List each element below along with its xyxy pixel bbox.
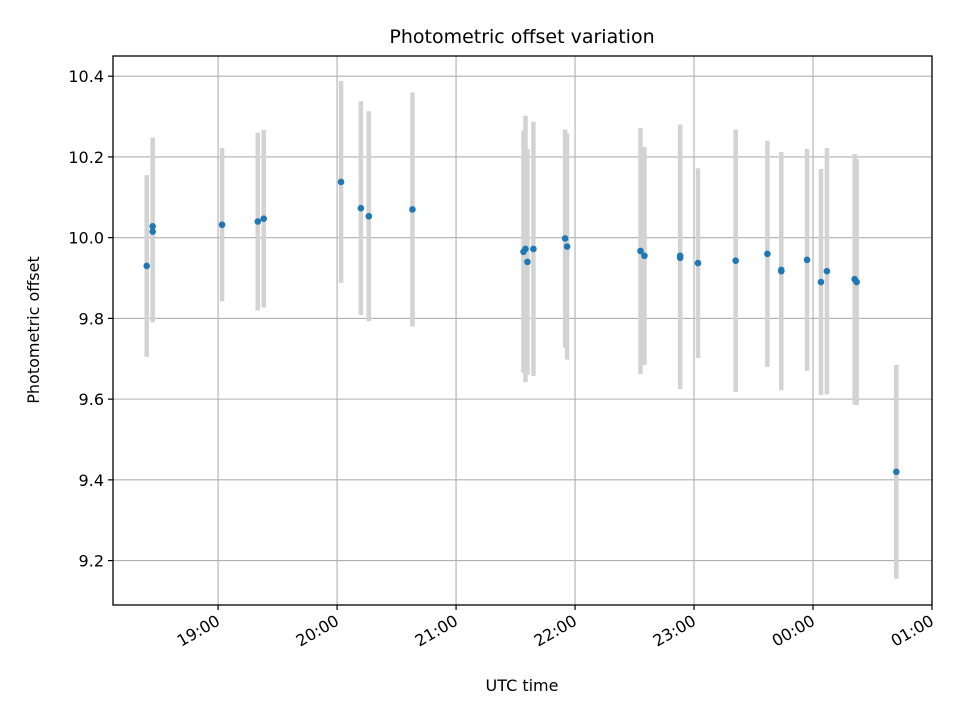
data-point xyxy=(522,245,529,253)
data-point xyxy=(694,259,702,267)
data-point xyxy=(803,256,811,264)
data-point xyxy=(409,206,416,213)
data-point xyxy=(357,204,365,212)
data-point xyxy=(637,247,644,255)
data-point xyxy=(365,212,373,220)
y-tick-label: 9.8 xyxy=(79,309,104,328)
data-point xyxy=(149,223,156,230)
y-tick-label: 9.2 xyxy=(79,552,104,571)
data-point xyxy=(260,215,268,222)
data-point xyxy=(218,221,226,229)
data-point xyxy=(676,254,684,262)
data-point xyxy=(143,262,151,270)
data-point xyxy=(764,250,771,258)
data-points xyxy=(143,178,900,476)
plot-frame xyxy=(112,55,933,606)
data-point xyxy=(853,278,860,286)
data-point xyxy=(561,235,569,242)
data-point xyxy=(893,468,900,476)
data-point xyxy=(524,258,531,266)
y-axis-label: Photometric offset xyxy=(24,256,43,404)
data-point xyxy=(817,278,825,286)
x-axis-label: UTC time xyxy=(486,676,559,695)
data-point xyxy=(823,267,831,275)
y-tick-label: 9.4 xyxy=(79,471,104,490)
data-point xyxy=(149,228,156,235)
y-tick-label: 10.2 xyxy=(68,148,104,167)
y-tick-label: 9.6 xyxy=(79,390,104,409)
data-point xyxy=(732,257,739,264)
y-axis: 9.2 9.4 9.6 9.8 10.0 10.2 10.4 xyxy=(68,67,113,571)
data-point xyxy=(563,243,571,250)
data-point xyxy=(641,252,648,260)
data-point xyxy=(530,245,537,253)
data-point xyxy=(254,218,262,225)
y-tick-label: 10.4 xyxy=(68,67,104,86)
y-tick-label: 10.0 xyxy=(68,229,104,248)
data-point xyxy=(337,178,345,186)
data-point xyxy=(777,266,785,274)
chart-title: Photometric offset variation xyxy=(389,26,654,48)
